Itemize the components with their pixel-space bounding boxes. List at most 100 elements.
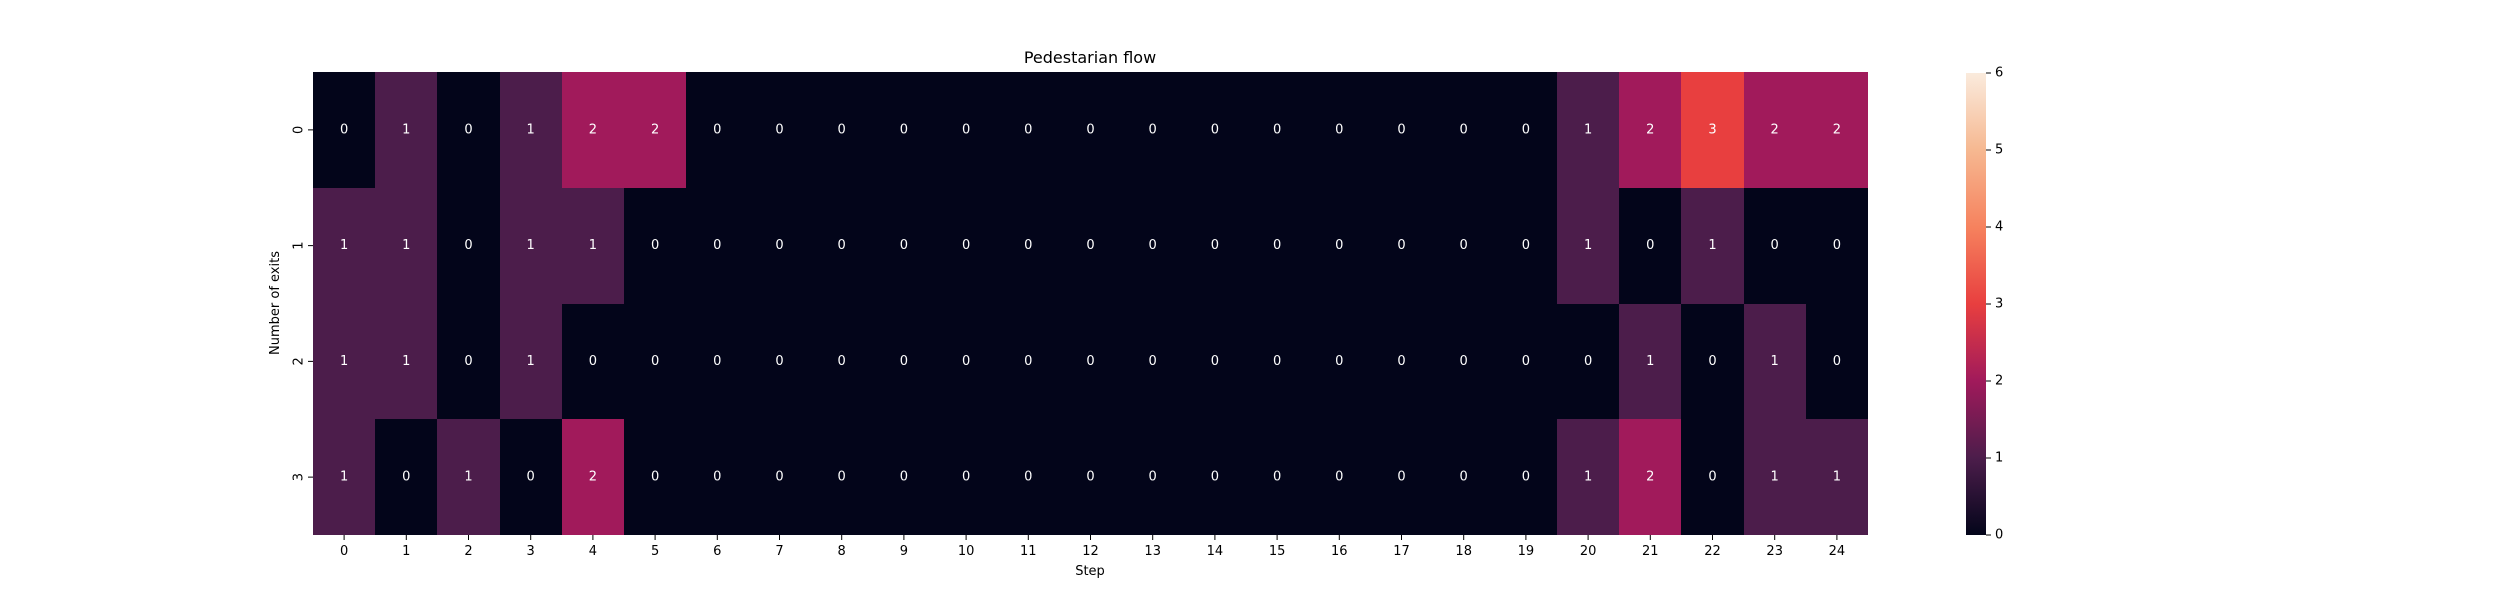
- heatmap-cell: [313, 72, 375, 188]
- heatmap-cell: [624, 188, 686, 304]
- heatmap-cell: [1246, 304, 1308, 419]
- heatmap-cell: [1059, 188, 1122, 304]
- heatmap-cell: [686, 72, 748, 188]
- heatmap-cell: [1370, 188, 1433, 304]
- x-tick-label: 14: [1207, 544, 1224, 559]
- heatmap-cell: [1495, 419, 1557, 535]
- heatmap-cell: [997, 419, 1059, 535]
- heatmap-cell: [935, 188, 997, 304]
- heatmap-cell: [1681, 419, 1744, 535]
- heatmap-cell-label: 0: [1397, 122, 1405, 137]
- heatmap-cell-label: 0: [713, 354, 721, 369]
- x-tick-label: 12: [1082, 544, 1099, 559]
- colorbar-tick-label: 5: [1995, 143, 2003, 158]
- heatmap-cell-label: 0: [900, 354, 908, 369]
- heatmap-cell: [935, 419, 997, 535]
- heatmap-cell: [811, 419, 873, 535]
- heatmap-cell: [1806, 72, 1868, 188]
- heatmap-cell: [1370, 72, 1433, 188]
- heatmap-cell: [1619, 419, 1681, 535]
- heatmap-cell-label: 0: [1646, 238, 1654, 253]
- heatmap-cell: [313, 188, 375, 304]
- x-tick-label: 8: [838, 544, 846, 559]
- heatmap-cell-label: 0: [713, 238, 721, 253]
- heatmap-cell-label: 0: [962, 470, 970, 485]
- heatmap-cell: [437, 304, 500, 419]
- heatmap-cell-label: 0: [1771, 238, 1779, 253]
- heatmap-cell: [1370, 304, 1433, 419]
- heatmap-cell: [1681, 188, 1744, 304]
- heatmap-cell: [1744, 188, 1806, 304]
- heatmap-cell-label: 0: [838, 122, 846, 137]
- heatmap-cell-label: 1: [340, 470, 348, 485]
- colorbar-tick-label: 3: [1995, 297, 2003, 312]
- heatmap-cell: [873, 304, 935, 419]
- heatmap-cell: [1246, 72, 1308, 188]
- heatmap-cell: [1806, 419, 1868, 535]
- heatmap-cell-label: 1: [1833, 470, 1841, 485]
- heatmap-cell: [1059, 304, 1122, 419]
- y-tick-label: 3: [292, 473, 307, 481]
- x-tick-label: 9: [900, 544, 908, 559]
- heatmap-cell: [997, 304, 1059, 419]
- heatmap-cell-label: 0: [464, 238, 472, 253]
- heatmap-cell-label: 0: [464, 122, 472, 137]
- colorbar: [1966, 73, 1986, 535]
- heatmap-cell-label: 2: [1771, 122, 1779, 137]
- heatmap-cell-label: 2: [1646, 470, 1654, 485]
- heatmap-cell-label: 0: [1833, 354, 1841, 369]
- heatmap-cell: [1184, 72, 1246, 188]
- heatmap-cell: [1308, 188, 1370, 304]
- heatmap-cell-label: 1: [1584, 470, 1592, 485]
- x-tick-label: 6: [713, 544, 721, 559]
- heatmap-cells: [313, 72, 1868, 535]
- heatmap-cell: [562, 304, 624, 419]
- heatmap-cell-label: 0: [1273, 122, 1281, 137]
- heatmap-cell: [748, 419, 811, 535]
- heatmap-cell-label: 1: [527, 122, 535, 137]
- heatmap-cell-label: 0: [1273, 354, 1281, 369]
- heatmap-cell-label: 1: [340, 238, 348, 253]
- heatmap-cell: [375, 419, 437, 535]
- heatmap-cell-label: 1: [402, 238, 410, 253]
- heatmap-cell-label: 0: [1397, 354, 1405, 369]
- x-tick-label: 23: [1766, 544, 1783, 559]
- heatmap-cell: [1246, 419, 1308, 535]
- heatmap-cell: [500, 419, 562, 535]
- heatmap-cell-label: 0: [713, 122, 721, 137]
- colorbar-tick-label: 1: [1995, 451, 2003, 466]
- heatmap-cell-label: 0: [1460, 122, 1468, 137]
- heatmap-cell: [1744, 419, 1806, 535]
- heatmap-cell: [1557, 188, 1619, 304]
- heatmap-cell: [500, 188, 562, 304]
- heatmap-cell-label: 0: [1149, 122, 1157, 137]
- heatmap-cell-label: 0: [775, 354, 783, 369]
- heatmap-cell-label: 0: [775, 470, 783, 485]
- heatmap-cell-label: 0: [1460, 470, 1468, 485]
- heatmap-cell-label: 0: [1522, 354, 1530, 369]
- heatmap-cell: [624, 72, 686, 188]
- heatmap-cell-label: 0: [1397, 238, 1405, 253]
- y-tick-label: 0: [292, 126, 307, 134]
- x-tick-label: 0: [340, 544, 348, 559]
- heatmap-cell-label: 0: [838, 470, 846, 485]
- heatmap-cell: [1122, 188, 1184, 304]
- heatmap-cell-label: 0: [1584, 354, 1592, 369]
- heatmap-cell: [1495, 304, 1557, 419]
- heatmap-cell-label: 1: [1584, 122, 1592, 137]
- heatmap-cell: [873, 419, 935, 535]
- heatmap-cell-label: 2: [1646, 122, 1654, 137]
- heatmap-cell-label: 0: [1211, 238, 1219, 253]
- heatmap-cell: [624, 419, 686, 535]
- heatmap-cell: [1619, 304, 1681, 419]
- x-tick-label: 17: [1393, 544, 1410, 559]
- heatmap-cell-label: 0: [1335, 238, 1343, 253]
- x-tick-label: 13: [1144, 544, 1161, 559]
- heatmap-cell: [1184, 188, 1246, 304]
- heatmap-cell: [1122, 304, 1184, 419]
- x-tick-label: 16: [1331, 544, 1348, 559]
- heatmap-cell: [500, 304, 562, 419]
- heatmap-cell: [313, 419, 375, 535]
- heatmap-cell-label: 0: [962, 354, 970, 369]
